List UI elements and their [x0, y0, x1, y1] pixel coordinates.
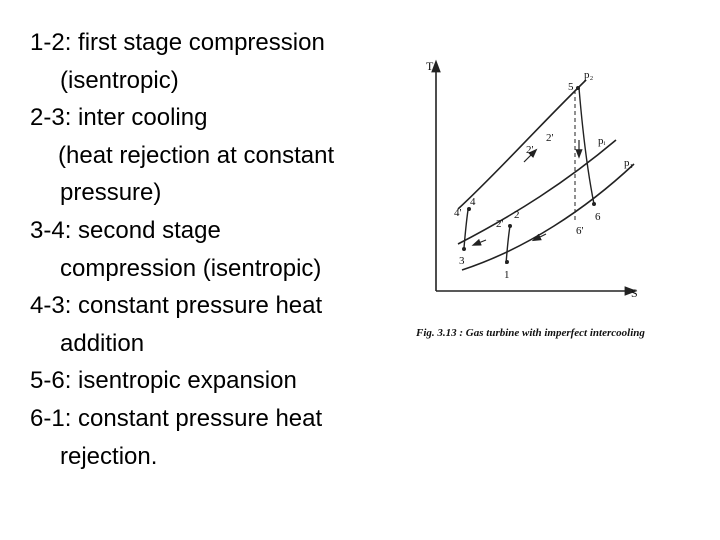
definition-line: 3-4: second stage	[30, 216, 221, 244]
definition-line: (isentropic)	[60, 66, 179, 94]
point-label-5: 5	[568, 81, 574, 93]
ts-diagram: T S 5 p₂ pᵢ p₁ 2' 2' 4 4' 2' 2 6	[415, 59, 645, 339]
t-axis-label: T	[426, 59, 434, 73]
expansion-curve-5-6	[578, 87, 595, 205]
definition-line: 2-3: inter cooling	[30, 104, 208, 132]
point-label-6: 6	[595, 211, 601, 223]
pressure-line-pi	[457, 139, 617, 245]
figure-caption: Fig. 3.13 : Gas turbine with imperfect i…	[415, 327, 645, 339]
pressure-label-p2: p₂	[584, 69, 594, 81]
ts-diagram-figure: T S 5 p₂ pᵢ p₁ 2' 2' 4 4' 2' 2 6	[386, 44, 696, 354]
definition-list: 1-2: first stage compression (isentropic…	[30, 24, 380, 475]
compression-curve-3-4	[463, 209, 469, 249]
state-point-5	[576, 86, 580, 90]
definition-line: 4-3: constant pressure heat	[30, 292, 323, 320]
point-label-2prime-c: 2'	[496, 218, 504, 230]
flow-arrow	[471, 238, 487, 246]
definition-line: 5-6: isentropic expansion	[30, 367, 297, 395]
pressure-line-p1	[461, 163, 635, 271]
definition-line: compression (isentropic)	[60, 254, 322, 282]
flow-arrow	[523, 148, 538, 163]
state-point-1	[505, 260, 509, 264]
definition-line: addition	[60, 329, 145, 357]
pressure-label-pi: pᵢ	[598, 135, 606, 147]
definition-line: rejection.	[60, 442, 158, 470]
s-axis-label: S	[631, 286, 638, 300]
pressure-line-p2	[457, 79, 587, 210]
pressure-label-p1: p₁	[624, 157, 634, 169]
flow-arrow	[531, 233, 547, 242]
definition-line: 1-2: first stage compression	[30, 29, 325, 56]
point-label-2: 2	[514, 209, 520, 221]
state-point-6	[592, 202, 596, 206]
point-label-1: 1	[504, 269, 510, 281]
definition-line: 6-1: constant pressure heat	[30, 404, 323, 432]
point-label-2prime: 2'	[546, 132, 554, 144]
compression-curve-1-2	[505, 225, 511, 265]
point-label-4: 4	[470, 196, 476, 208]
state-point-4	[467, 207, 471, 211]
state-point-3	[462, 247, 466, 251]
point-label-6prime: 6'	[576, 225, 584, 237]
state-point-2	[508, 224, 512, 228]
point-label-3: 3	[459, 255, 465, 267]
point-label-2prime-b: 2'	[526, 144, 534, 156]
point-label-4prime: 4'	[454, 207, 462, 219]
definition-line: (heat rejection at constant	[58, 141, 335, 169]
definition-line: pressure)	[60, 179, 162, 207]
